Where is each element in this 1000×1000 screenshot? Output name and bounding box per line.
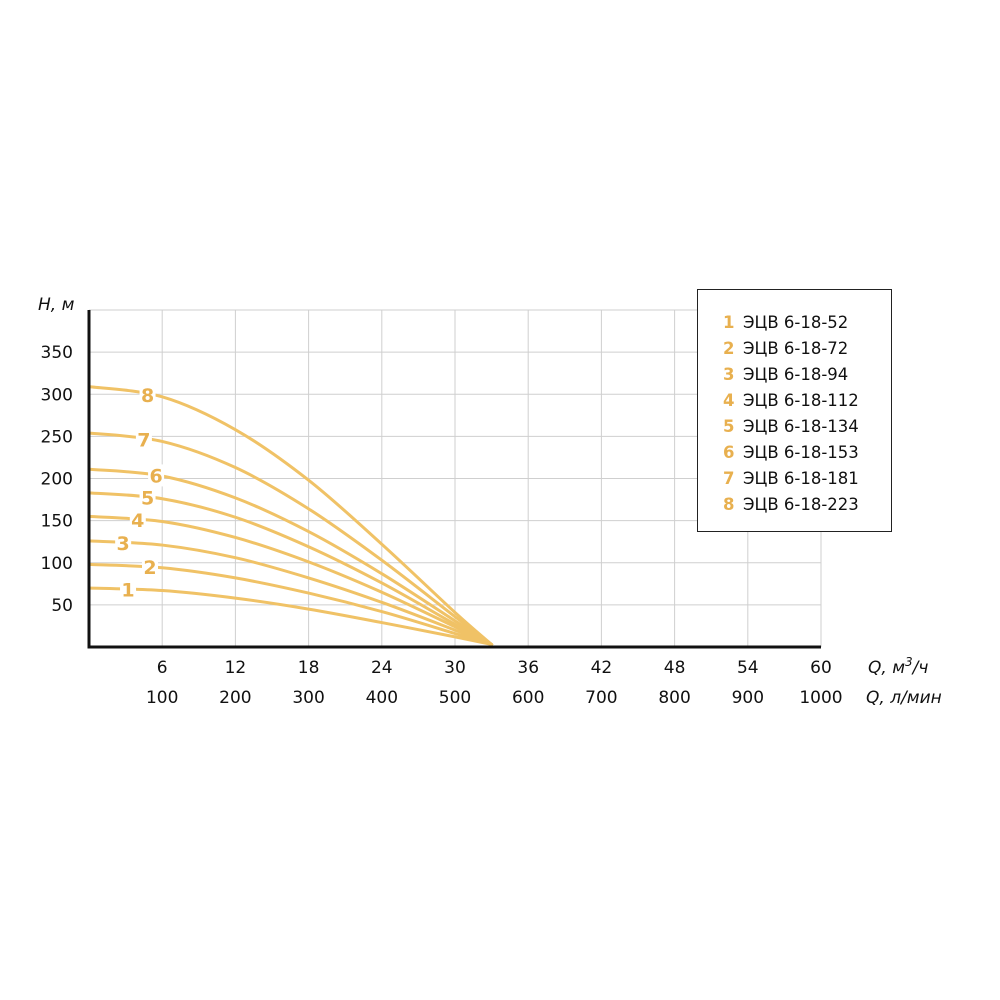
curve-number-label: 4 [131,510,144,532]
curve-number-label: 1 [121,579,134,601]
x-tick-labels-primary: 6 12 18 24 30 36 42 48 54 60 [157,658,832,678]
x-tick-labels-secondary: 100 200 300 400 500 600 700 800 900 1000 [146,688,843,708]
legend-item: 2 ЭЦВ 6-18-72 [698,336,891,362]
curve-label-bg [139,486,156,509]
x-tick-label-primary: 6 [157,658,168,678]
x-axis-label-primary-tail: /ч [911,658,929,678]
performance-curve-4 [87,514,494,646]
legend-item: 7 ЭЦВ 6-18-181 [698,466,891,492]
y-tick-label: 150 [41,512,73,532]
x-axis-label-primary-base: Q, м [868,658,905,678]
legend-label: ЭЦВ 6-18-112 [743,391,859,410]
y-tick-label: 200 [41,470,73,490]
y-tick-label: 50 [51,596,73,616]
legend-number: 2 [723,339,735,358]
x-tick-label-secondary: 400 [366,688,398,708]
legend-label: ЭЦВ 6-18-134 [743,417,859,436]
x-tick-label-secondary: 900 [732,688,764,708]
x-tick-label-primary: 48 [664,658,686,678]
x-tick-label-primary: 24 [371,658,393,678]
curve-number-label: 5 [141,488,154,510]
x-tick-label-secondary: 500 [439,688,471,708]
x-axis-label-secondary: Q, л/мин [866,688,942,708]
x-tick-label-primary: 18 [298,658,320,678]
x-tick-label-primary: 54 [737,658,759,678]
x-axis-label-primary: Q, м3/ч [868,655,928,678]
x-tick-label-secondary: 600 [512,688,544,708]
y-axis-label: H, м [38,295,75,315]
performance-curve-8 [87,385,494,646]
performance-curve-7 [87,431,494,646]
curve-number-label: 6 [149,465,162,487]
performance-curve-2 [87,562,494,646]
y-tick-label: 300 [41,385,73,405]
curve-label-bg [135,428,152,451]
y-tick-label: 250 [41,427,73,447]
legend-label: ЭЦВ 6-18-223 [743,495,859,514]
x-tick-label-secondary: 700 [585,688,617,708]
legend-number: 4 [723,391,735,410]
curve-label-bg [139,383,156,406]
chart-axes [87,310,821,649]
performance-curve-5 [87,491,494,646]
x-tick-label-secondary: 300 [292,688,324,708]
legend-label: ЭЦВ 6-18-94 [743,365,849,384]
curve-number-label: 3 [117,533,130,555]
y-tick-labels: 50 100 150 200 250 300 350 [41,343,73,616]
x-tick-label-secondary: 1000 [799,688,842,708]
legend-item: 1 ЭЦВ 6-18-52 [698,310,891,336]
curve-label-bg [120,578,137,601]
legend-label: ЭЦВ 6-18-153 [743,443,859,462]
legend-number: 6 [723,443,735,462]
legend-number: 7 [723,469,735,488]
y-tick-label: 350 [41,343,73,363]
legend-label: ЭЦВ 6-18-181 [743,469,859,488]
legend-item: 3 ЭЦВ 6-18-94 [698,362,891,388]
performance-curve-1 [87,586,494,646]
curve-number-label: 2 [143,557,156,579]
y-tick-label: 100 [41,554,73,574]
x-tick-label-primary: 12 [225,658,247,678]
legend-label: ЭЦВ 6-18-72 [743,339,849,358]
x-tick-label-secondary: 100 [146,688,178,708]
x-tick-label-primary: 30 [444,658,466,678]
x-tick-label-secondary: 200 [219,688,251,708]
legend-item: 8 ЭЦВ 6-18-223 [698,492,891,518]
x-axis-label-primary-sup: 3 [905,655,913,669]
x-tick-label-secondary: 800 [658,688,690,708]
legend-number: 1 [723,313,735,332]
legend-item: 6 ЭЦВ 6-18-153 [698,440,891,466]
chart-legend: 1 ЭЦВ 6-18-52 2 ЭЦВ 6-18-72 3 ЭЦВ 6-18-94 4 ЭЦВ… [697,289,892,532]
legend-number: 8 [723,495,735,514]
legend-item: 5 ЭЦВ 6-18-134 [698,414,891,440]
curve-number-label: 8 [141,385,154,407]
legend-label: ЭЦВ 6-18-52 [743,313,849,332]
x-tick-label-primary: 60 [810,658,832,678]
legend-number: 5 [723,417,735,436]
curve-label-bg [115,531,132,554]
legend-number: 3 [723,365,735,384]
curve-label-bg [129,508,146,531]
x-tick-label-primary: 42 [591,658,613,678]
curve-label-bg [148,464,165,487]
legend-item: 4 ЭЦВ 6-18-112 [698,388,891,414]
chart-curves [87,385,494,646]
curve-label-bg [142,556,158,579]
curve-number-label: 7 [137,429,150,451]
x-tick-label-primary: 36 [517,658,539,678]
performance-curve-3 [87,539,494,646]
